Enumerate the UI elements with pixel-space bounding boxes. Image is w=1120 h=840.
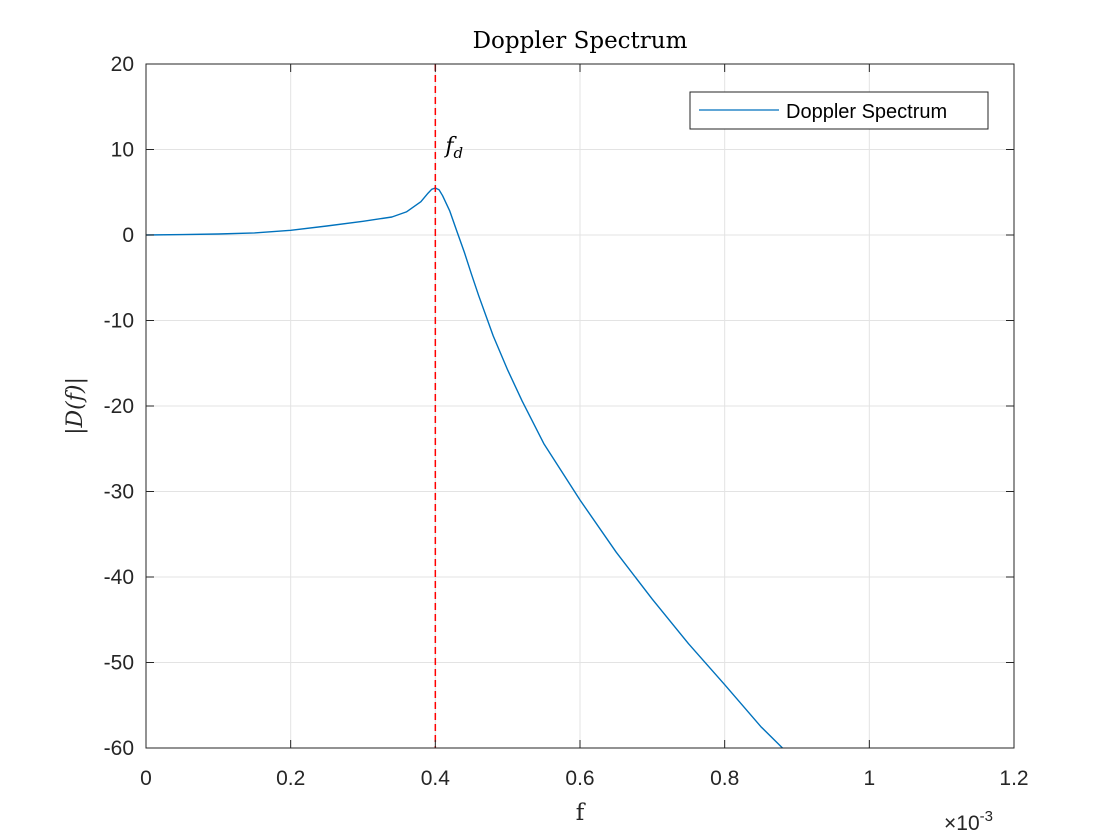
x-tick-label: 1 xyxy=(863,767,875,790)
chart-title: Doppler Spectrum xyxy=(473,28,688,54)
fd-annotation-subscript: d xyxy=(453,144,463,162)
grid xyxy=(146,64,1014,748)
legend: Doppler Spectrum xyxy=(689,91,989,130)
x-tick-label: 0.2 xyxy=(276,767,305,790)
ticks: 0 0.2 0.4 0.6 0.8 1 1.2 20 10 0 -10 -20 -30 -40 -50 -60 xyxy=(104,53,1029,790)
y-tick-label: -20 xyxy=(104,395,134,418)
series-line-doppler-spectrum xyxy=(145,187,783,749)
x-axis-multiplier: ×10-3 xyxy=(944,808,993,835)
y-tick-label: -30 xyxy=(104,481,134,504)
legend-label-doppler-spectrum: Doppler Spectrum xyxy=(786,101,947,123)
x-tick-label: 0.6 xyxy=(565,767,594,790)
data-layer xyxy=(145,64,783,749)
y-tick-label: 10 xyxy=(111,139,134,162)
y-tick-label: -10 xyxy=(104,310,134,333)
y-tick-label: -60 xyxy=(104,737,134,760)
y-tick-label: -50 xyxy=(104,652,134,675)
y-tick-label: -40 xyxy=(104,566,134,589)
y-axis-label: |D(f)| xyxy=(63,377,88,435)
x-multiplier-base: ×10 xyxy=(944,812,980,835)
x-multiplier-exponent: -3 xyxy=(980,808,993,825)
x-axis-label: f xyxy=(576,800,586,826)
x-tick-label: 0.4 xyxy=(421,767,451,790)
x-tick-label: 1.2 xyxy=(999,767,1028,790)
x-tick-label: 0.8 xyxy=(710,767,739,790)
y-tick-label: 0 xyxy=(122,224,134,247)
y-tick-label: 20 xyxy=(111,53,134,76)
x-tick-label: 0 xyxy=(140,767,152,790)
legend-box xyxy=(689,91,989,130)
